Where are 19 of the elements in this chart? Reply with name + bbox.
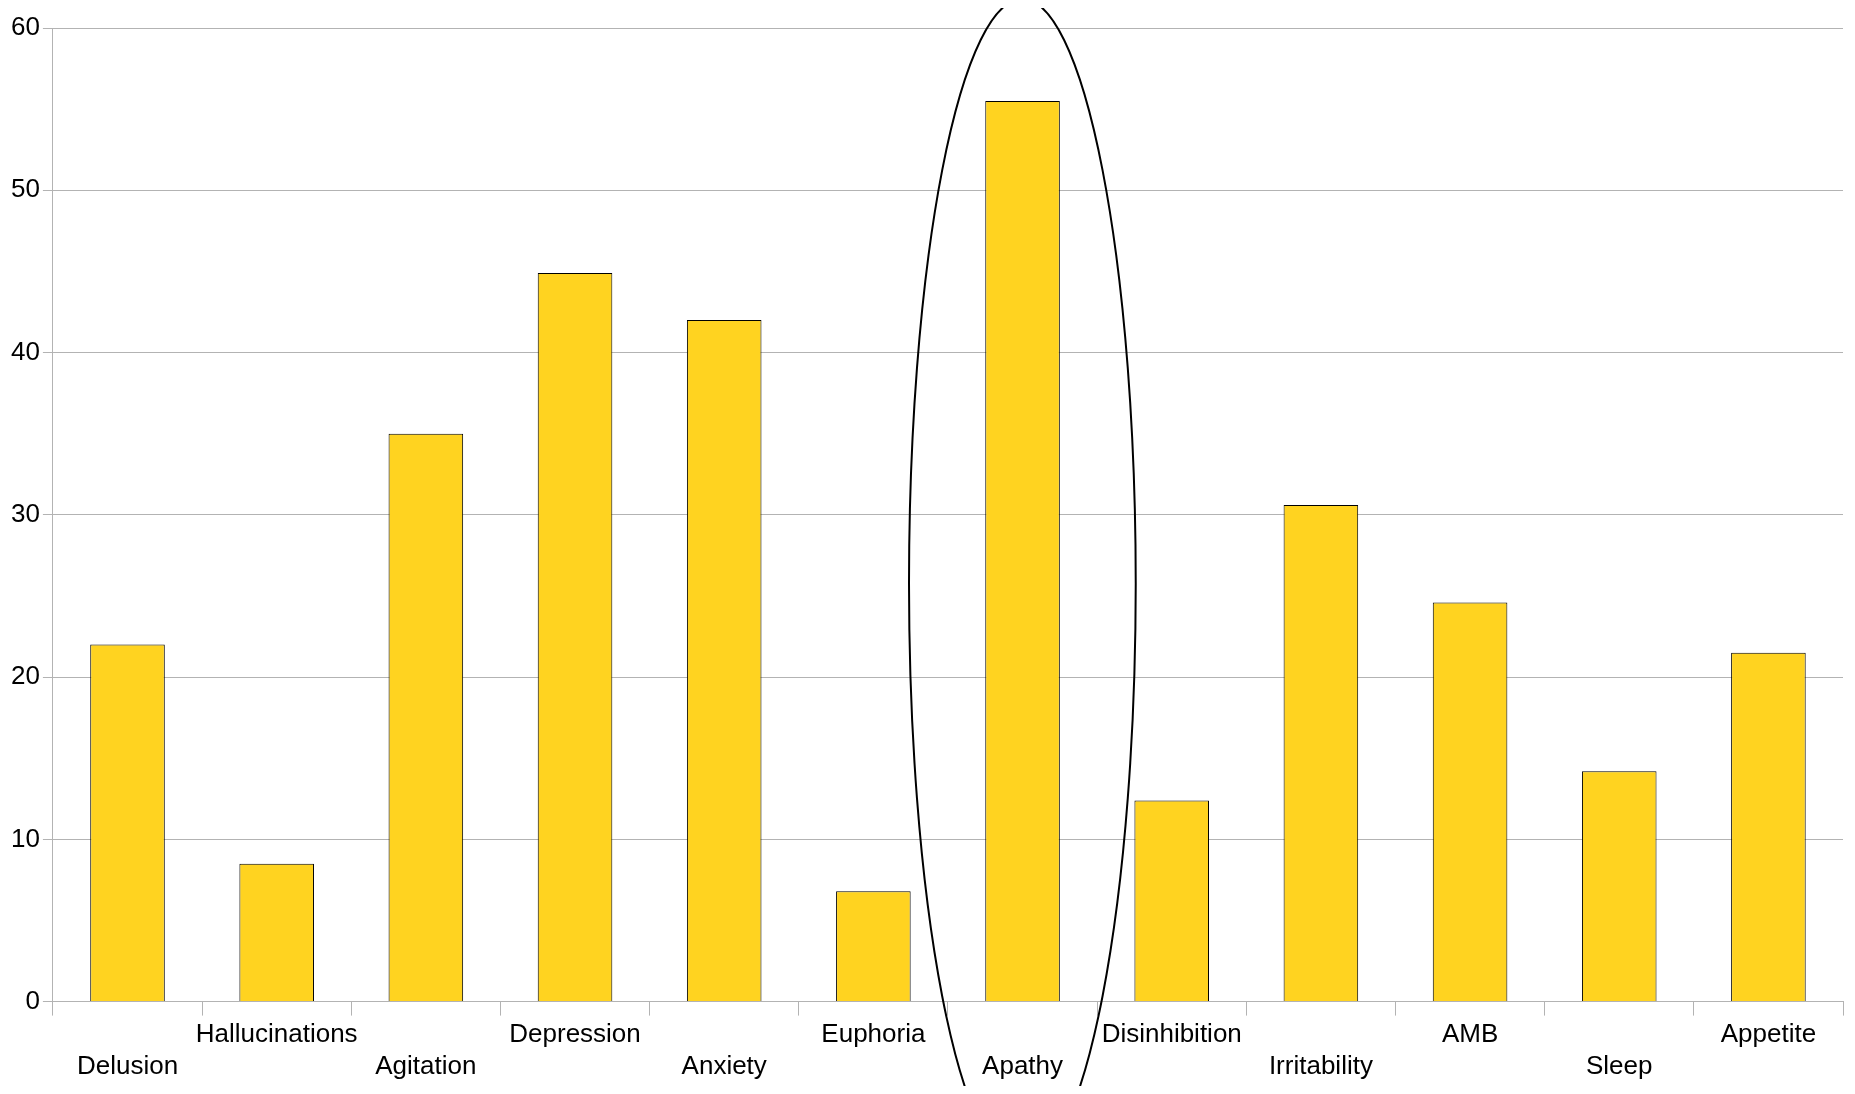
x-tick-label: AMB xyxy=(1441,1018,1499,1049)
y-tick-label: 60 xyxy=(11,11,40,42)
y-tick-label: 0 xyxy=(25,984,40,1015)
x-tick-label: Depression xyxy=(509,1018,641,1049)
x-tick-label: Euphoria xyxy=(821,1018,926,1049)
y-tick-label: 30 xyxy=(11,497,40,528)
x-tick-label: Irritability xyxy=(1268,1049,1373,1080)
x-tick-label: Sleep xyxy=(1585,1049,1653,1080)
x-tick-label: Hallucinations xyxy=(195,1018,358,1049)
x-tick-label: Disinhibition xyxy=(1101,1018,1242,1049)
y-tick-label: 40 xyxy=(11,335,40,366)
x-tick-label: Appetite xyxy=(1720,1018,1817,1049)
x-tick-label: Anxiety xyxy=(681,1049,767,1080)
x-tick-label: Apathy xyxy=(982,1049,1064,1080)
y-tick-label: 20 xyxy=(11,660,40,691)
y-tick-label: 50 xyxy=(11,173,40,204)
y-tick-label: 10 xyxy=(11,822,40,853)
x-tick-label: Agitation xyxy=(375,1049,477,1080)
x-tick-label: Delusion xyxy=(76,1049,179,1080)
